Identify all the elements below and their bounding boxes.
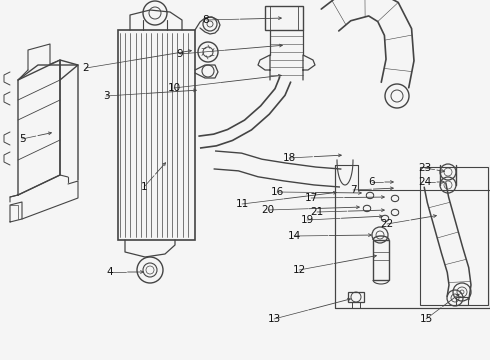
Text: 5: 5 [19,134,25,144]
Text: 15: 15 [419,314,433,324]
Text: 16: 16 [270,187,284,197]
Text: 6: 6 [368,177,375,187]
Text: 8: 8 [203,15,209,25]
Text: 2: 2 [83,63,89,73]
Bar [456,297,468,305]
Text: 10: 10 [168,83,180,93]
Text: 22: 22 [380,219,393,229]
Bar [373,240,389,280]
Text: 14: 14 [287,231,301,241]
Text: 12: 12 [293,265,306,275]
Bar [118,30,195,240]
Text: 20: 20 [262,205,274,215]
Text: 18: 18 [282,153,295,163]
Text: 21: 21 [310,207,323,217]
Bar [420,167,488,305]
Text: 1: 1 [141,182,147,192]
Text: 17: 17 [304,193,318,203]
Text: 13: 13 [268,314,281,324]
Bar [348,292,364,302]
Bar [265,6,303,30]
Text: 9: 9 [177,49,183,59]
Text: 19: 19 [300,215,314,225]
Text: 24: 24 [418,177,432,187]
Text: 23: 23 [418,163,432,173]
Text: 11: 11 [235,199,248,209]
Text: 4: 4 [107,267,113,277]
Text: 3: 3 [103,91,109,101]
Text: 7: 7 [350,185,356,195]
